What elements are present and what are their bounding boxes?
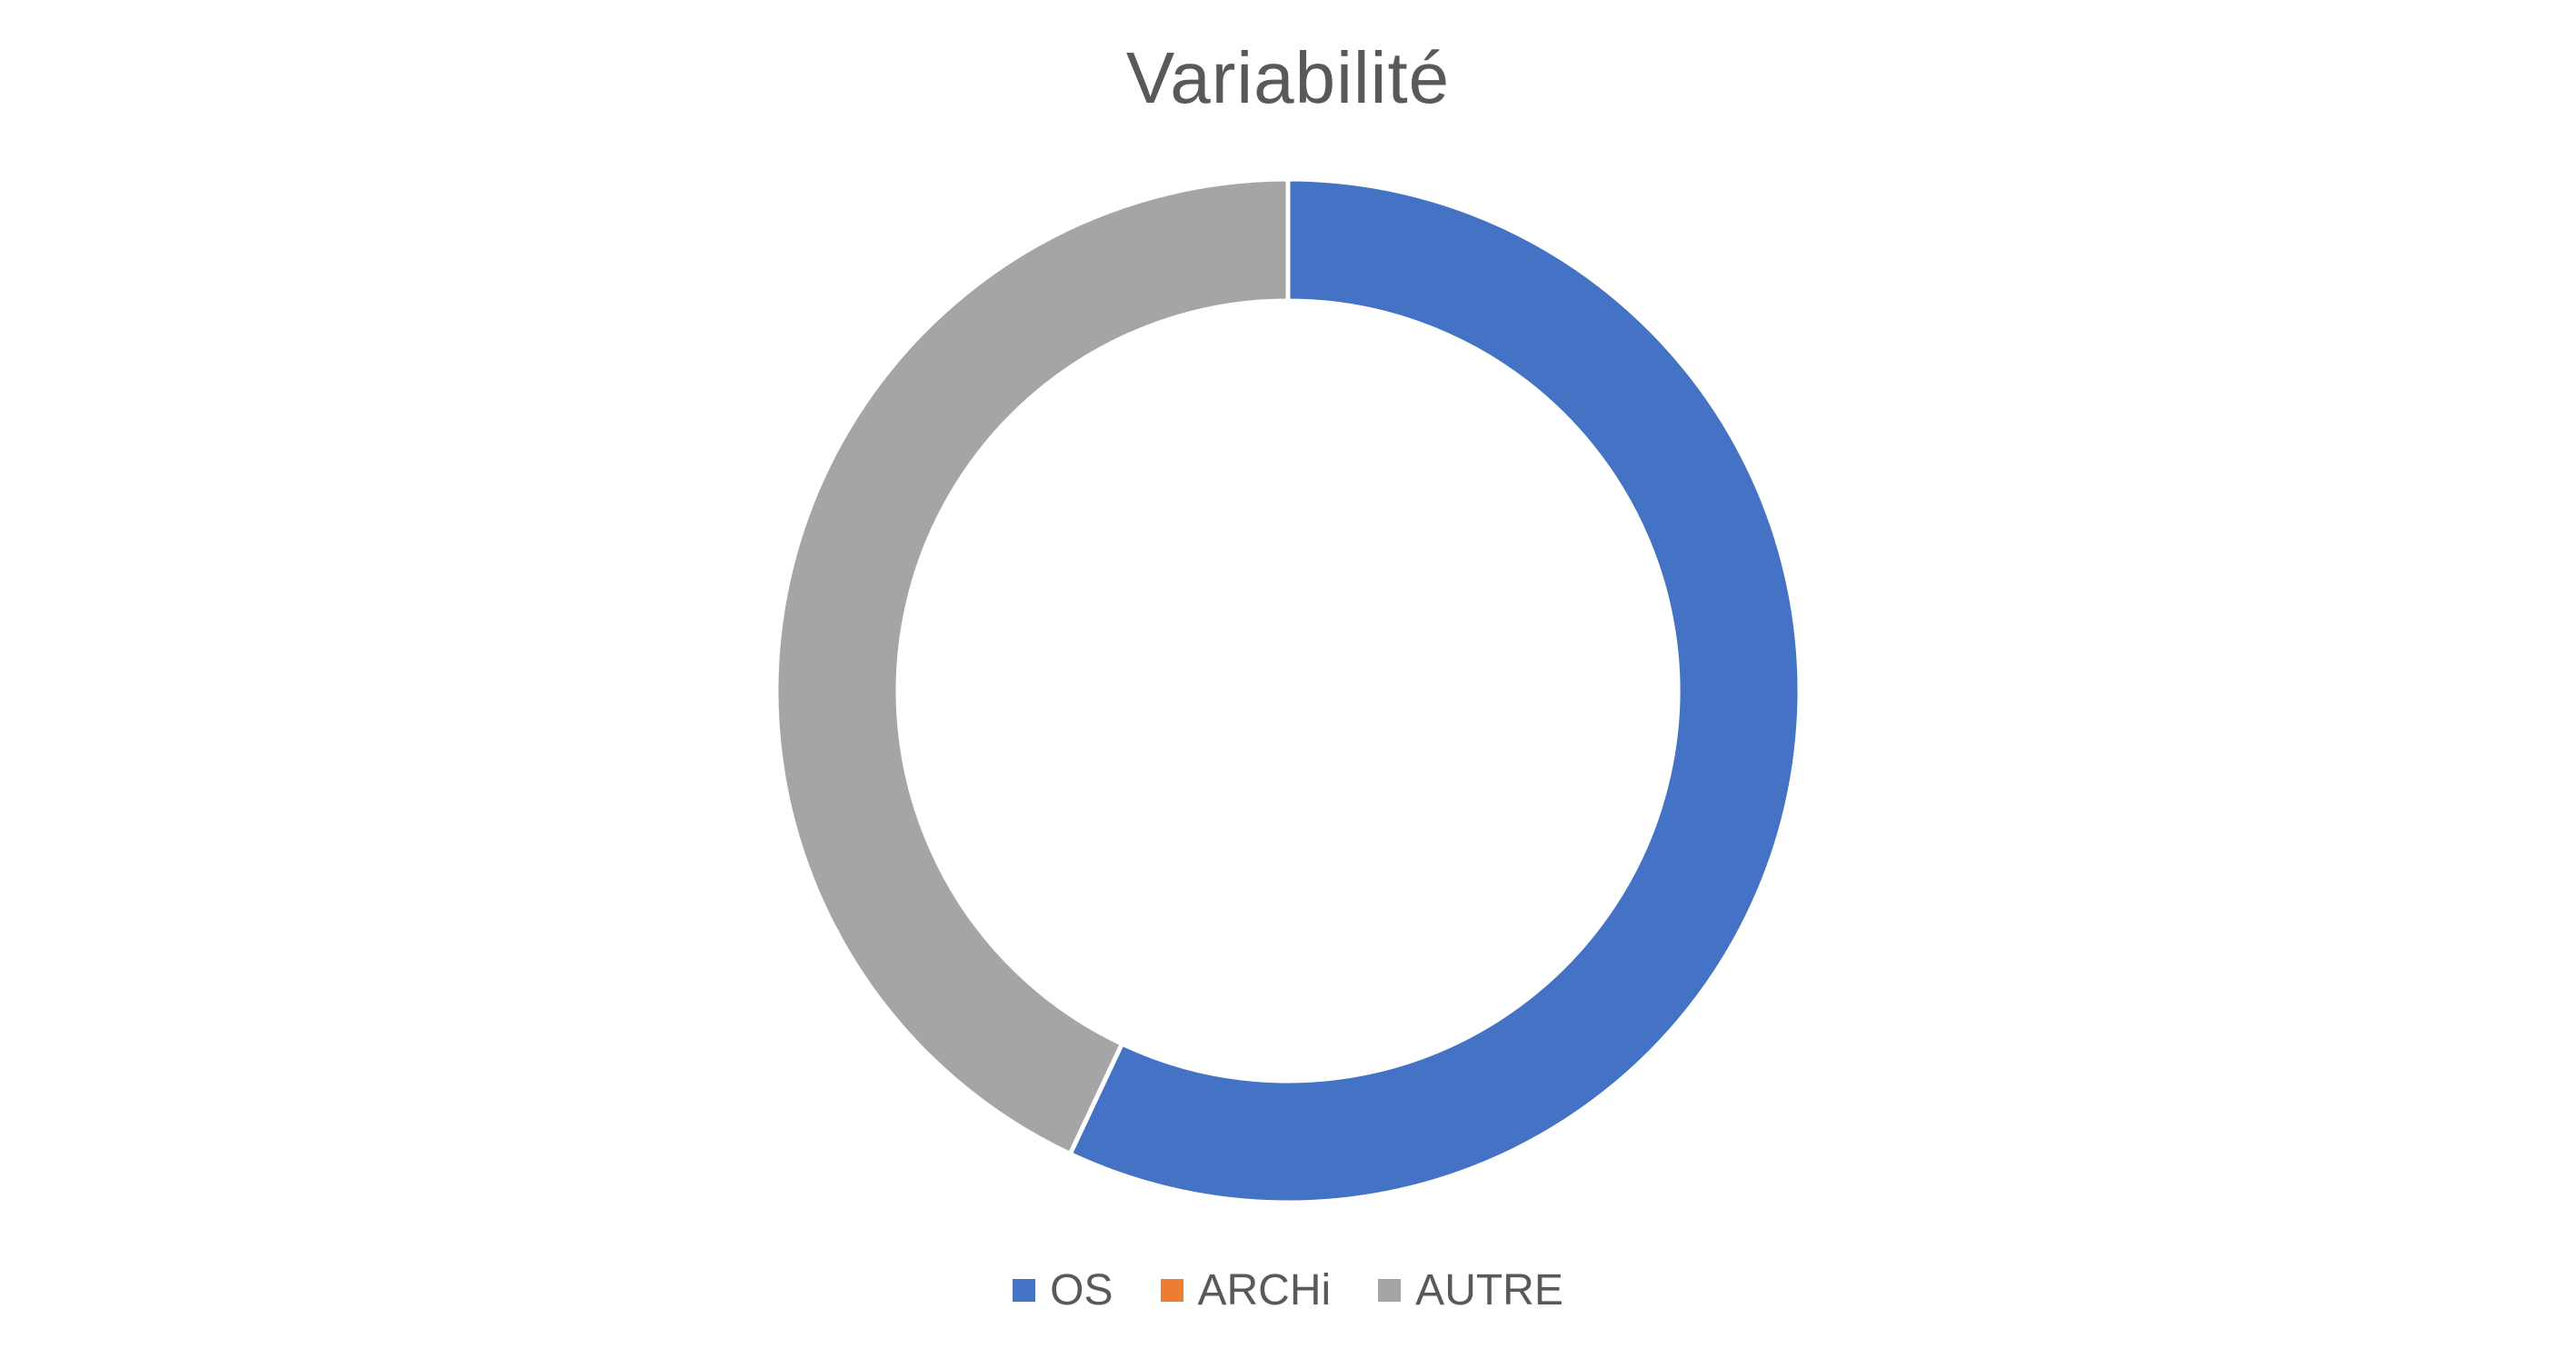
legend-label-archi: ARCHi — [1197, 1266, 1332, 1314]
slice-os — [1066, 176, 1802, 1205]
legend-label-os: OS — [1050, 1266, 1113, 1314]
legend-swatch-autre — [1378, 1279, 1402, 1302]
doughnut-slices — [774, 176, 1802, 1205]
chart-legend: OS ARCHi AUTRE — [0, 1265, 2576, 1315]
legend-swatch-os — [1013, 1279, 1036, 1302]
chart-title: Variabilité — [1125, 37, 1451, 118]
legend-item-archi: ARCHi — [1160, 1265, 1332, 1315]
legend-swatch-archi — [1160, 1279, 1183, 1302]
legend-item-os: OS — [1013, 1265, 1113, 1315]
slice-autre — [774, 176, 1291, 1157]
legend-label-autre: AUTRE — [1415, 1266, 1563, 1314]
legend-item-autre: AUTRE — [1378, 1265, 1563, 1315]
